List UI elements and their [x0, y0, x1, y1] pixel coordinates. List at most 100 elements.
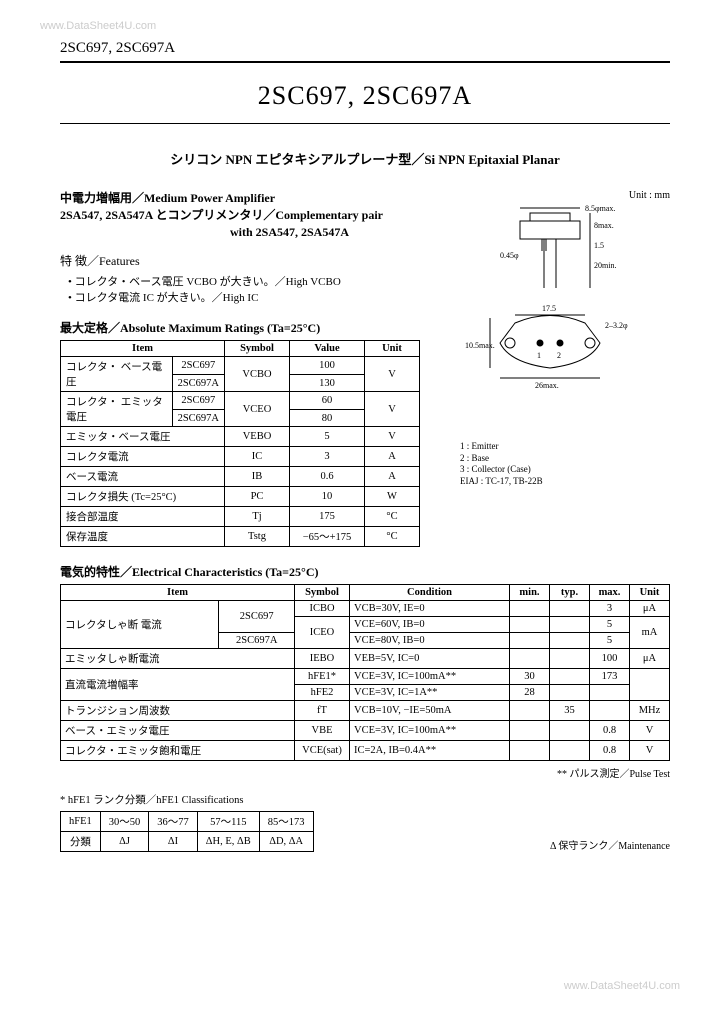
- feature-item: コレクタ電流 IC が大きい。／High IC: [68, 289, 460, 305]
- elec-cell: ICBO: [295, 601, 350, 617]
- class-cell: 分類: [61, 832, 101, 852]
- elec-cell: エミッタしゃ断電流: [61, 649, 295, 669]
- elec-cell: 173: [590, 669, 630, 685]
- elec-cell: VCB=30V, IE=0: [350, 601, 510, 617]
- elec-cell: 100: [590, 649, 630, 669]
- features-list: コレクタ・ベース電圧 VCBO が大きい。／High VCBO コレクタ電流 I…: [68, 273, 460, 305]
- elec-cell: トランジション周波数: [61, 701, 295, 721]
- svg-text:0.45φ: 0.45φ: [500, 251, 519, 260]
- class-cell: ΔJ: [100, 832, 149, 852]
- elec-cell: μA: [630, 649, 670, 669]
- elec-cell: 28: [510, 685, 550, 701]
- elec-cell: VCE=80V, IB=0: [350, 633, 510, 649]
- elec-cell: 3: [590, 601, 630, 617]
- amr-cell: V: [365, 357, 420, 392]
- amr-cell: °C: [365, 507, 420, 527]
- elec-th: Symbol: [295, 585, 350, 601]
- elec-th: Unit: [630, 585, 670, 601]
- class-title: * hFE1 ランク分類／hFE1 Classifications: [60, 792, 314, 807]
- svg-text:10.5max.: 10.5max.: [465, 341, 495, 350]
- subtitle: シリコン NPN エピタキシアルプレーナ型／Si NPN Epitaxial P…: [60, 149, 670, 168]
- elec-cell: コレクタ・エミッタ飽和電圧: [61, 741, 295, 761]
- class-cell: 85〜173: [259, 812, 313, 832]
- elec-cell: MHz: [630, 701, 670, 721]
- elec-cell: 5: [590, 617, 630, 633]
- amr-cell: VEBO: [225, 427, 290, 447]
- elec-cell: μA: [630, 601, 670, 617]
- elec-th: min.: [510, 585, 550, 601]
- package-diagram: 8.5φmax. 8max. 1.5 20min. 0.45φ 1 2: [460, 203, 660, 433]
- amr-cell: IB: [225, 467, 290, 487]
- elec-cell: hFE2: [295, 685, 350, 701]
- amr-cell: コレクタ・ ベース電圧: [61, 357, 173, 392]
- elec-th: Item: [61, 585, 295, 601]
- pin-legend: 1 : Emitter 2 : Base 3 : Collector (Case…: [460, 441, 670, 488]
- svg-text:2–3.2φ: 2–3.2φ: [605, 321, 628, 330]
- amr-cell: コレクタ電流: [61, 447, 225, 467]
- elec-cell: VCE=3V, IC=1A**: [350, 685, 510, 701]
- title-main: 2SC697, 2SC697A: [60, 81, 670, 111]
- class-cell: hFE1: [61, 812, 101, 832]
- amr-cell: V: [365, 427, 420, 447]
- unit-label: Unit : mm: [460, 190, 670, 201]
- amr-cell: VCBO: [225, 357, 290, 392]
- elec-cell: 2SC697: [219, 601, 295, 633]
- amr-cell: 2SC697: [172, 357, 224, 375]
- elec-cell: 35: [550, 701, 590, 721]
- svg-text:20min.: 20min.: [594, 261, 616, 270]
- class-cell: 57〜115: [197, 812, 259, 832]
- pulse-note: ** パルス測定／Pulse Test: [60, 765, 670, 780]
- amr-cell: 10: [290, 487, 365, 507]
- amr-th-unit: Unit: [365, 341, 420, 357]
- amr-th-symbol: Symbol: [225, 341, 290, 357]
- elec-th: Condition: [350, 585, 510, 601]
- pin-1: 1 : Emitter: [460, 441, 670, 453]
- amr-cell: ベース電流: [61, 467, 225, 487]
- elec-th: typ.: [550, 585, 590, 601]
- description: 中電力増幅用／Medium Power Amplifier 2SA547, 2S…: [60, 190, 460, 240]
- amr-cell: IC: [225, 447, 290, 467]
- maintenance-note: Δ 保守ランク／Maintenance: [550, 837, 670, 852]
- elec-cell: 0.8: [590, 721, 630, 741]
- elec-cell: V: [630, 721, 670, 741]
- svg-text:1: 1: [537, 351, 541, 360]
- amr-cell: 保存温度: [61, 527, 225, 547]
- divider-mid: [60, 123, 670, 124]
- class-table: hFE1 30〜50 36〜77 57〜115 85〜173 分類 ΔJ ΔI …: [60, 811, 314, 852]
- amr-th-value: Value: [290, 341, 365, 357]
- elec-cell: IEBO: [295, 649, 350, 669]
- elec-cell: hFE1*: [295, 669, 350, 685]
- desc-line-2: 2SA547, 2SA547A とコンプリメンタリ／Complementary …: [60, 208, 383, 222]
- amr-cell: コレクタ・ エミッタ電圧: [61, 392, 173, 427]
- class-cell: ΔI: [149, 832, 198, 852]
- elec-cell: mA: [630, 617, 670, 649]
- elec-th: max.: [590, 585, 630, 601]
- amr-cell: °C: [365, 527, 420, 547]
- amr-cell: V: [365, 392, 420, 427]
- amr-cell: 2SC697: [172, 392, 224, 410]
- elec-cell: V: [630, 741, 670, 761]
- amr-cell: 80: [290, 409, 365, 427]
- watermark-bottom: www.DataSheet4U.com: [564, 980, 680, 992]
- header-model: 2SC697, 2SC697A: [60, 40, 670, 57]
- elec-cell: 5: [590, 633, 630, 649]
- elec-cell: ベース・エミッタ電圧: [61, 721, 295, 741]
- elec-cell: コレクタしゃ断 電流: [61, 601, 219, 649]
- class-cell: 36〜77: [149, 812, 198, 832]
- amr-cell: 0.6: [290, 467, 365, 487]
- svg-text:8.5φmax.: 8.5φmax.: [585, 204, 615, 213]
- elec-cell: VCE=3V, IC=100mA**: [350, 721, 510, 741]
- amr-cell: 接合部温度: [61, 507, 225, 527]
- amr-cell: 2SC697A: [172, 409, 224, 427]
- svg-text:17.5: 17.5: [542, 304, 556, 313]
- elec-cell: 2SC697A: [219, 633, 295, 649]
- amr-cell: エミッタ・ベース電圧: [61, 427, 225, 447]
- class-cell: 30〜50: [100, 812, 149, 832]
- elec-cell: fT: [295, 701, 350, 721]
- page-content: 2SC697, 2SC697A 2SC697, 2SC697A シリコン NPN…: [0, 0, 720, 882]
- feature-item: コレクタ・ベース電圧 VCBO が大きい。／High VCBO: [68, 273, 460, 289]
- svg-text:1.5: 1.5: [594, 241, 604, 250]
- amr-th-item: Item: [61, 341, 225, 357]
- class-cell: ΔD, ΔA: [259, 832, 313, 852]
- elec-cell: VBE: [295, 721, 350, 741]
